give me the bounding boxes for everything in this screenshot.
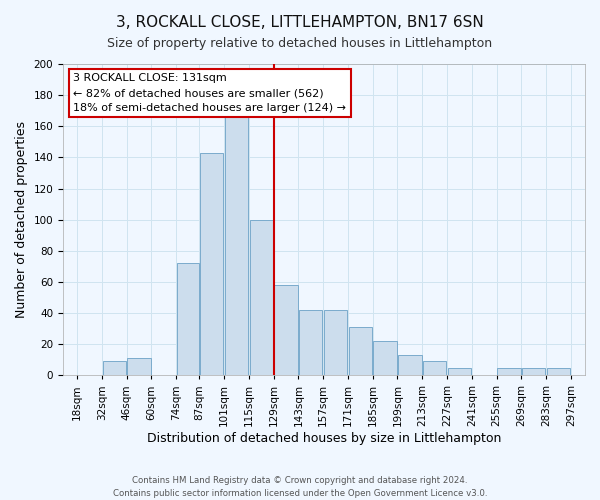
Bar [497, 368, 521, 376]
Y-axis label: Number of detached properties: Number of detached properties [15, 121, 28, 318]
Bar [225, 114, 248, 376]
Bar [522, 368, 545, 376]
Bar [127, 358, 151, 376]
Bar [250, 220, 273, 376]
Bar [324, 310, 347, 376]
Bar [547, 368, 570, 376]
Bar [200, 152, 223, 376]
Text: Size of property relative to detached houses in Littlehampton: Size of property relative to detached ho… [107, 38, 493, 51]
Bar [448, 368, 471, 376]
Bar [349, 327, 372, 376]
Text: 3, ROCKALL CLOSE, LITTLEHAMPTON, BN17 6SN: 3, ROCKALL CLOSE, LITTLEHAMPTON, BN17 6S… [116, 15, 484, 30]
Bar [423, 362, 446, 376]
X-axis label: Distribution of detached houses by size in Littlehampton: Distribution of detached houses by size … [147, 432, 501, 445]
Bar [299, 310, 322, 376]
Bar [103, 362, 126, 376]
Bar [274, 285, 298, 376]
Bar [177, 263, 199, 376]
Bar [373, 341, 397, 376]
Text: 3 ROCKALL CLOSE: 131sqm
← 82% of detached houses are smaller (562)
18% of semi-d: 3 ROCKALL CLOSE: 131sqm ← 82% of detache… [73, 74, 346, 113]
Bar [398, 355, 422, 376]
Text: Contains HM Land Registry data © Crown copyright and database right 2024.
Contai: Contains HM Land Registry data © Crown c… [113, 476, 487, 498]
